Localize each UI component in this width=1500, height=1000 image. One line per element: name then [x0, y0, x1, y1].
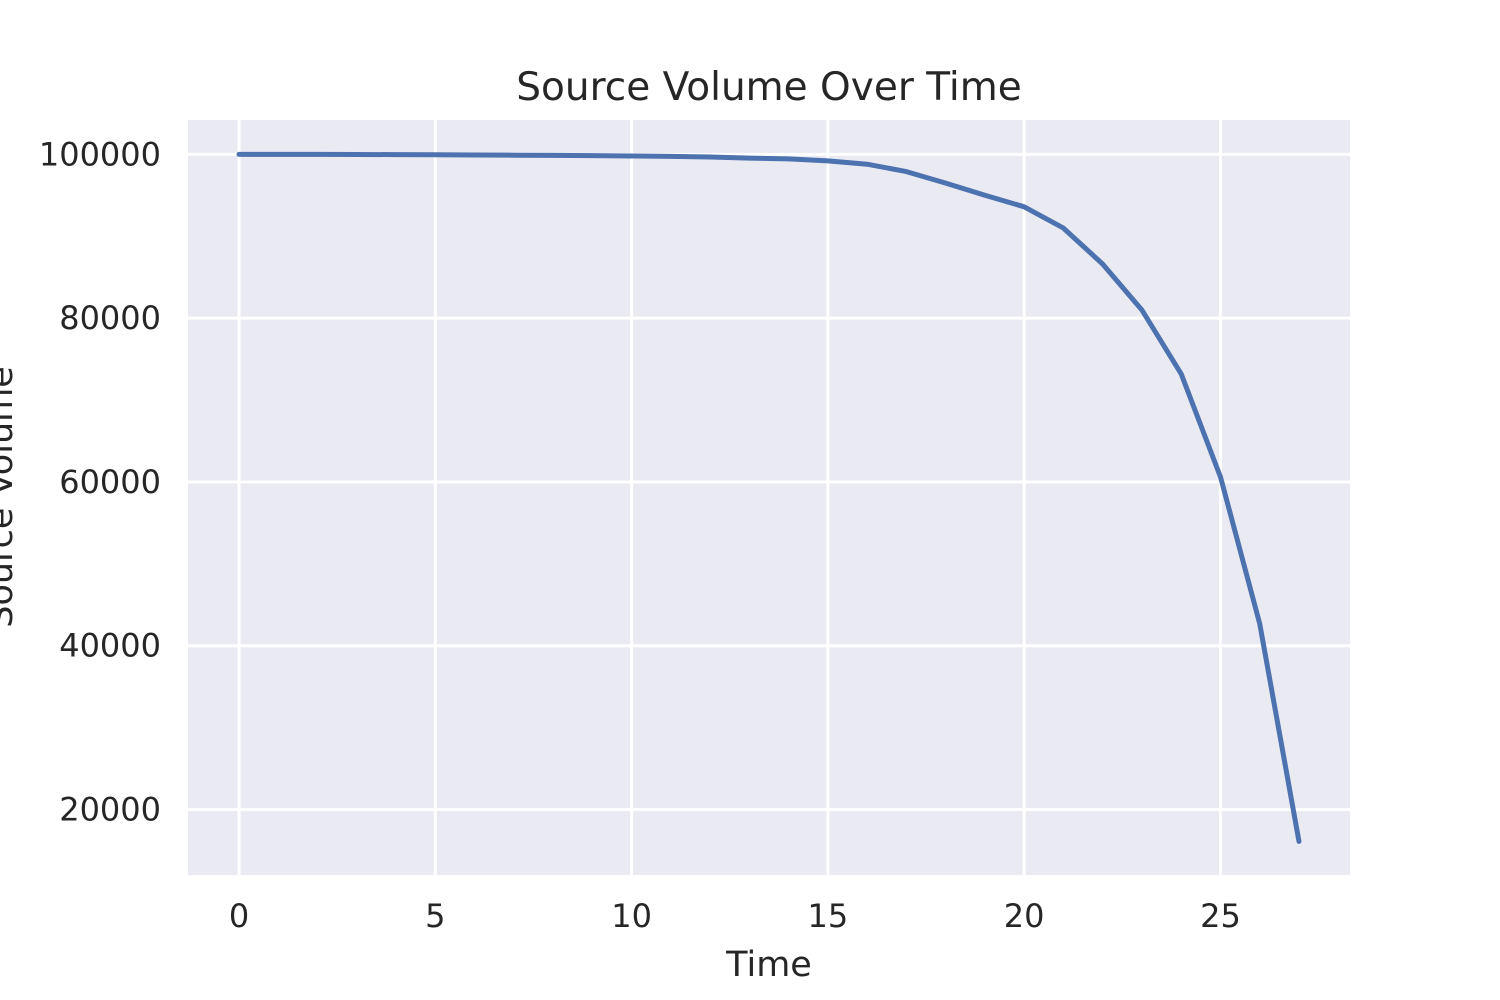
x-tick-labels: 0 5 10 15 20 25	[229, 897, 1241, 935]
y-tick-labels: 20000 40000 60000 80000 100000	[39, 135, 161, 828]
x-tick-label: 20	[1004, 897, 1045, 935]
y-tick-label: 20000	[59, 790, 161, 828]
plot-area-background	[188, 120, 1350, 875]
x-tick-label: 0	[229, 897, 249, 935]
x-tick-label: 25	[1200, 897, 1241, 935]
x-tick-label: 5	[425, 897, 445, 935]
y-axis-label: Source Volume	[0, 366, 21, 628]
y-tick-label: 60000	[59, 463, 161, 501]
y-tick-label: 80000	[59, 299, 161, 337]
y-tick-label: 40000	[59, 627, 161, 665]
x-tick-label: 15	[808, 897, 849, 935]
series-line	[236, 151, 1302, 844]
x-axis-label: Time	[725, 945, 812, 985]
y-tick-label: 100000	[39, 135, 161, 173]
series-layer	[236, 151, 1302, 844]
x-tick-label: 10	[611, 897, 652, 935]
chart-title: Source Volume Over Time	[516, 65, 1021, 110]
